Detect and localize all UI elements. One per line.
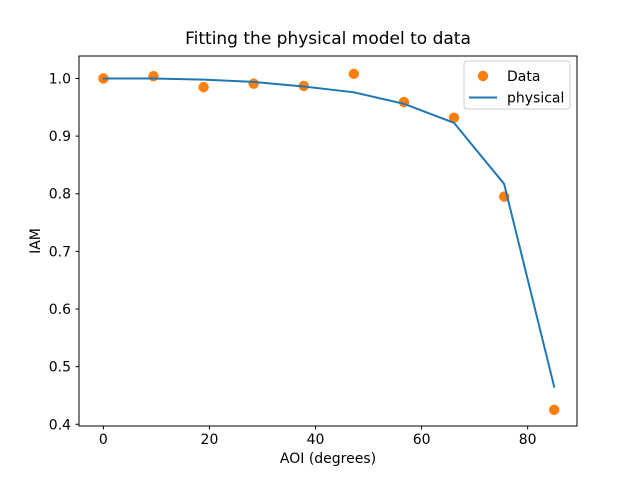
legend-marker-glyph: [477, 70, 489, 82]
data-point: [548, 404, 560, 416]
x-tick-label: 80: [519, 432, 537, 448]
x-tick-label: 20: [201, 432, 219, 448]
y-tick-label: 0.7: [49, 244, 71, 260]
legend-label: Data: [507, 69, 540, 85]
x-tick-label: 60: [413, 432, 431, 448]
data-point: [448, 112, 460, 123]
data-point: [248, 78, 259, 89]
data-point: [198, 81, 209, 93]
legend: Data physical: [463, 60, 571, 110]
physical-line: [102, 77, 556, 388]
y-tick-label: 0.8: [49, 187, 71, 203]
y-tick-label: 0.6: [49, 302, 71, 318]
data-point: [148, 70, 159, 82]
axes-frame: [78, 55, 578, 427]
data-point: [348, 68, 360, 80]
chart-title: Fitting the physical model to data: [185, 29, 471, 49]
legend-label: physical: [507, 91, 564, 107]
y-tick-label: 1.0: [49, 71, 71, 87]
x-axis-label: AOI (degrees): [279, 451, 377, 467]
y-tick-label: 0.4: [49, 417, 71, 433]
y-tick-label: 0.9: [49, 129, 71, 145]
y-tick-label: 0.5: [49, 360, 71, 376]
x-tick-label: 40: [307, 432, 325, 448]
y-axis-label: IAM: [28, 228, 44, 254]
x-tick-label: 0: [99, 432, 108, 448]
